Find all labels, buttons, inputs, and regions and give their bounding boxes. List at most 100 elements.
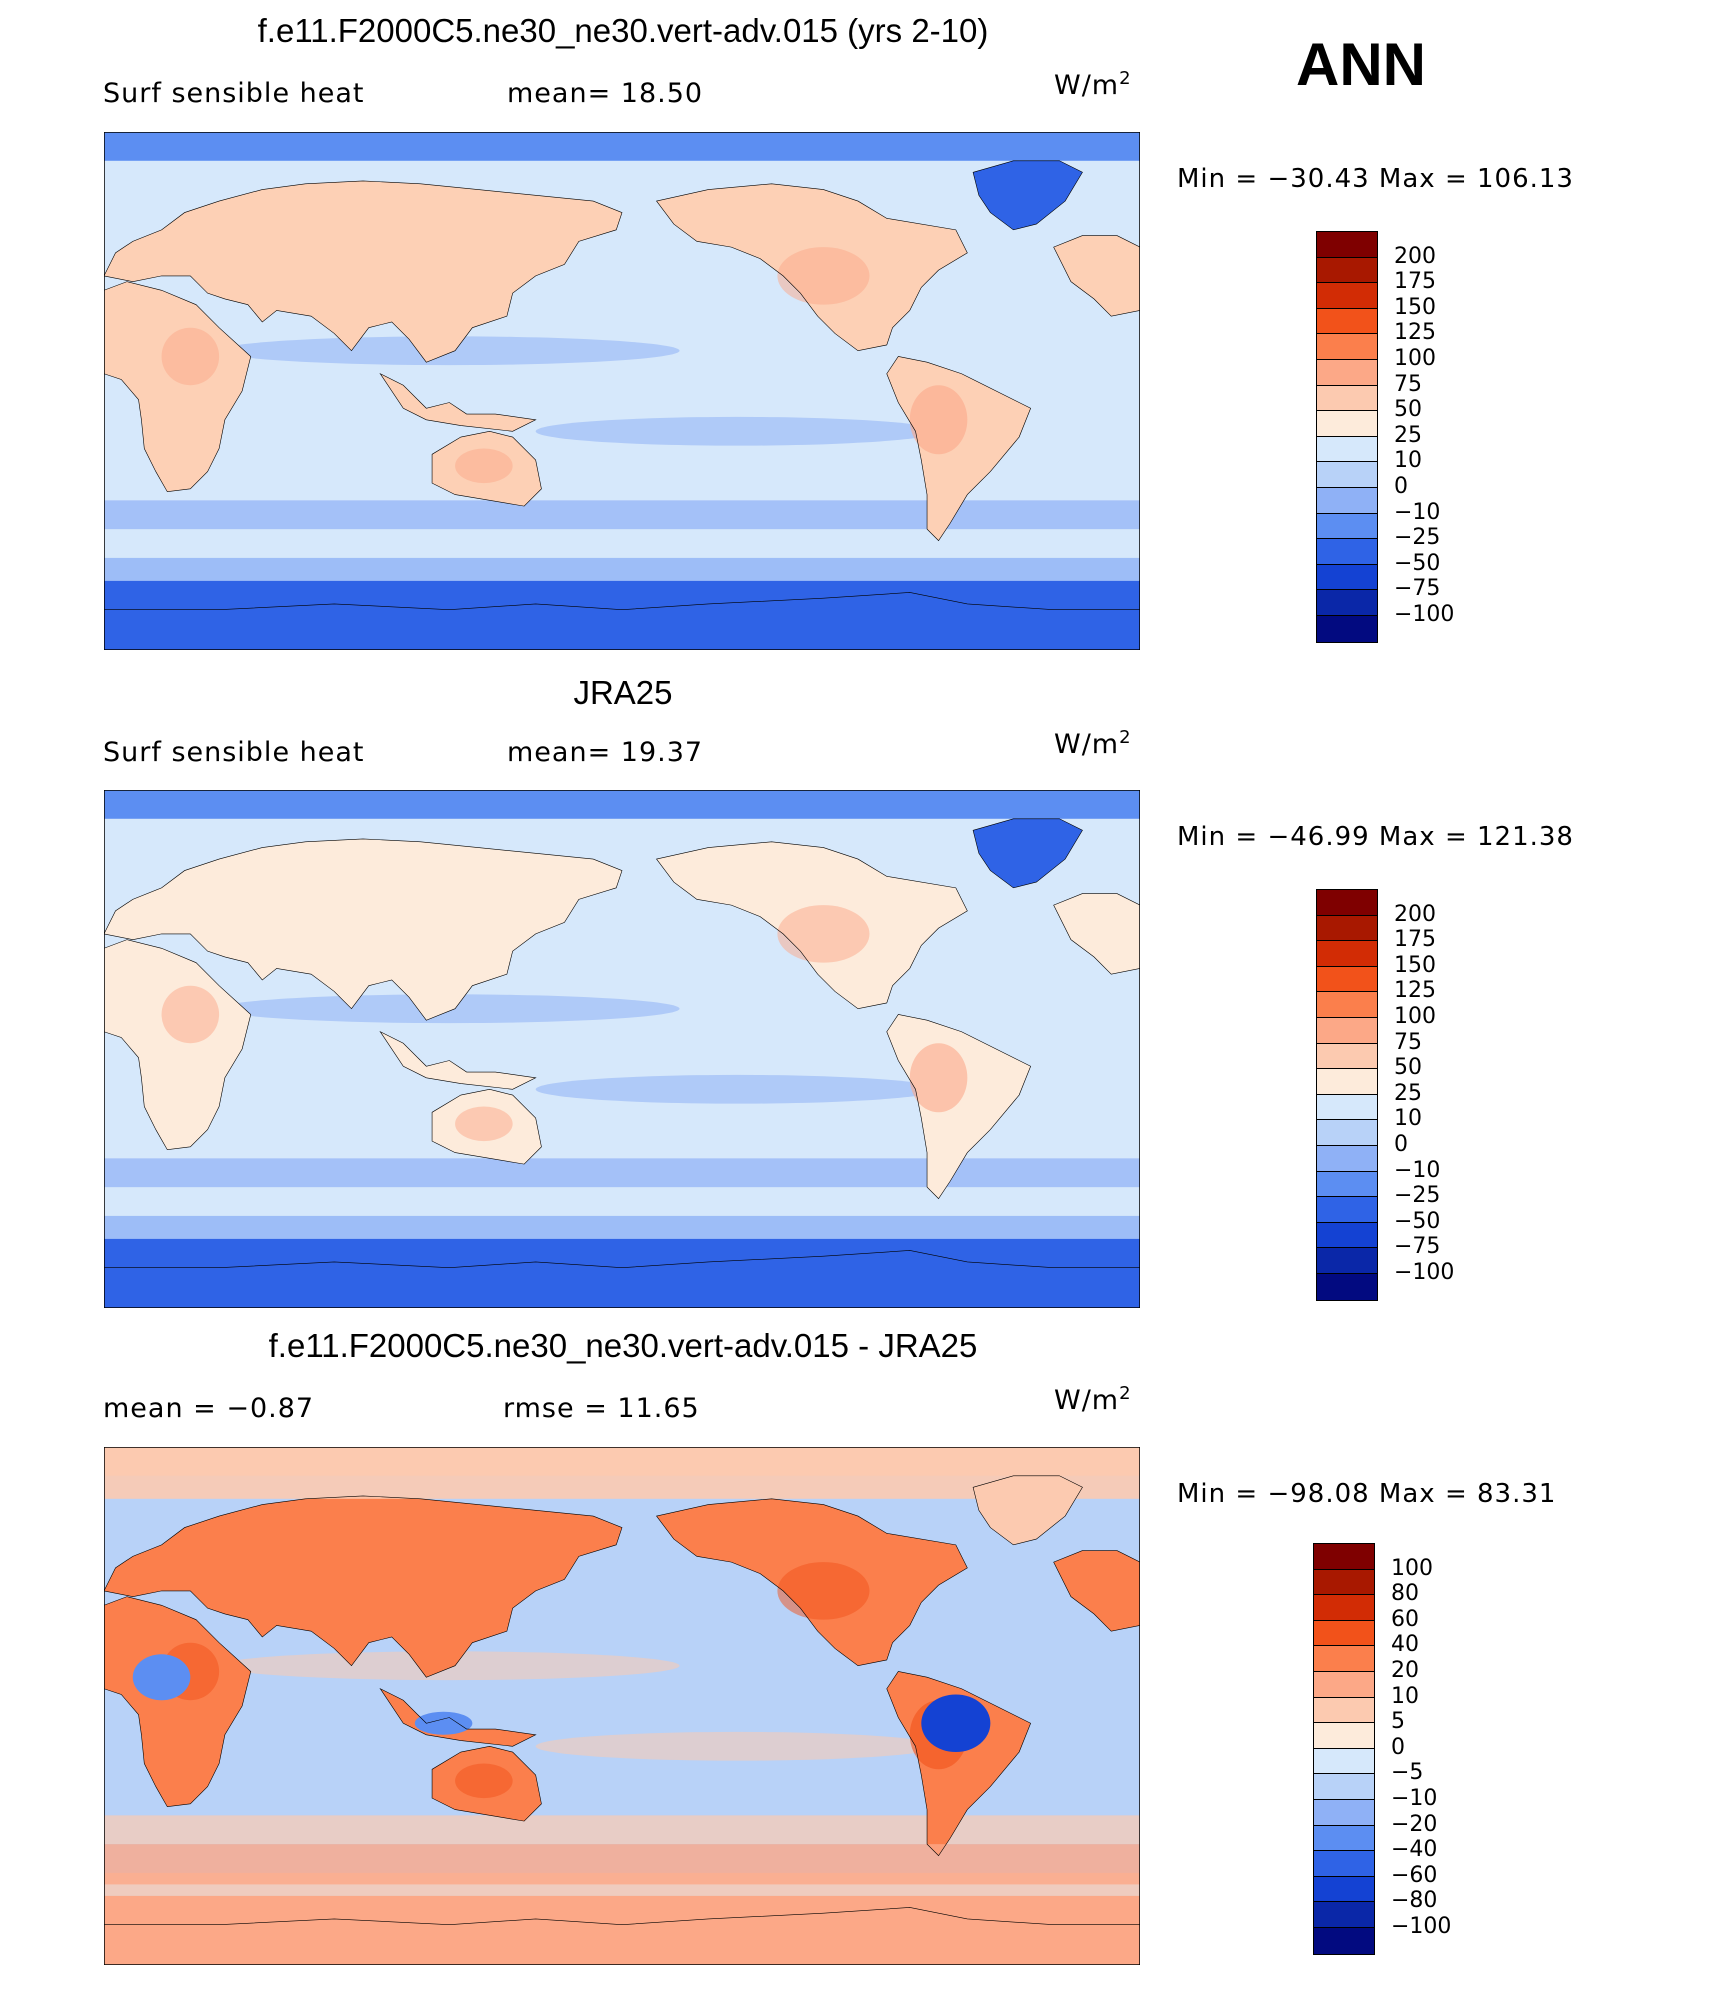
units-superscript: 2 — [1119, 68, 1132, 89]
colorbar-tick-label: 0 — [1394, 474, 1408, 499]
colorbar-swatch — [1314, 1876, 1374, 1903]
season-label: ANN — [1296, 31, 1426, 98]
colorbar-swatch — [1317, 1145, 1377, 1172]
colorbar-tick-label: 150 — [1394, 294, 1436, 320]
colorbar-swatch — [1317, 1222, 1377, 1249]
colorbar-tick-label: 150 — [1394, 952, 1436, 978]
stat-label-1: mean= 18.50 — [507, 78, 704, 109]
colorbar-tick-label: −75 — [1394, 576, 1441, 602]
colorbar-tick-label: 60 — [1391, 1606, 1419, 1632]
panel-title-3: f.e11.F2000C5.ne30_ne30.vert-adv.015 - J… — [268, 1327, 978, 1364]
min-max-label-1: Min = −30.43 Max = 106.13 — [1177, 164, 1574, 194]
units-text: W/m — [1054, 1385, 1120, 1416]
colorbar-swatch — [1317, 1248, 1377, 1274]
colorbar-swatch — [1314, 1620, 1374, 1647]
colorbar-swatch — [1317, 590, 1377, 616]
units-superscript: 2 — [1119, 1383, 1132, 1404]
colorbar-swatch — [1314, 1927, 1374, 1954]
colorbar-swatch — [1317, 1017, 1377, 1044]
colorbar-tick-label: 10 — [1394, 1106, 1422, 1132]
colorbar-swatch — [1317, 1273, 1377, 1300]
colorbar-tick-label: −75 — [1394, 1234, 1441, 1260]
colorbar-tick-label: 100 — [1394, 346, 1436, 371]
colorbar-swatch — [1317, 1120, 1377, 1146]
colorbar-tick-label: −50 — [1394, 1208, 1441, 1234]
colorbar-swatch — [1317, 615, 1377, 642]
contour-map-1 — [104, 132, 1140, 650]
colorbar-swatch — [1317, 385, 1377, 412]
colorbar-tick-label: 125 — [1394, 978, 1436, 1004]
colorbar-tick-label: 5 — [1391, 1709, 1405, 1735]
units-label-1: W/m2 — [1054, 68, 1132, 101]
colorbar-tick-label: 50 — [1394, 397, 1422, 423]
colorbar-tick-label: 25 — [1394, 1080, 1422, 1106]
colorbar-tick-label: −100 — [1394, 1260, 1455, 1285]
colorbar-swatch — [1314, 1825, 1374, 1852]
map-panel-2 — [104, 790, 1140, 1308]
min-max-label-3: Min = −98.08 Max = 83.31 — [1177, 1479, 1557, 1509]
colorbar-tick-label: 0 — [1391, 1734, 1405, 1760]
colorbar-swatch — [1314, 1671, 1374, 1698]
panel-title-1: f.e11.F2000C5.ne30_ne30.vert-adv.015 (yr… — [257, 12, 989, 49]
units-text: W/m — [1054, 70, 1120, 101]
colorbar-swatch — [1317, 890, 1377, 916]
colorbar-tick-label: 20 — [1391, 1658, 1419, 1683]
colorbar-swatch — [1317, 308, 1377, 335]
colorbar-tick-label: 80 — [1391, 1581, 1419, 1607]
left-label-1: Surf sensible heat — [103, 78, 365, 109]
colorbar-swatch — [1314, 1697, 1374, 1724]
colorbar-tick-label: 40 — [1391, 1632, 1419, 1658]
colorbar-swatch — [1317, 1094, 1377, 1121]
colorbar-tick-label: 100 — [1394, 1004, 1436, 1029]
colorbar-tick-label: −100 — [1391, 1914, 1452, 1939]
colorbar-tick-label: 10 — [1394, 448, 1422, 474]
colorbar-swatch — [1314, 1723, 1374, 1749]
colorbar-tick-label: −5 — [1391, 1760, 1424, 1786]
colorbar-swatch — [1317, 257, 1377, 284]
stat-label-2: mean= 19.37 — [507, 737, 704, 768]
colorbar-swatch — [1317, 1043, 1377, 1070]
colorbar-swatch — [1314, 1646, 1374, 1672]
colorbar-tick-label: −40 — [1391, 1837, 1438, 1863]
left-label-2: Surf sensible heat — [103, 737, 365, 768]
colorbar-tick-label: 200 — [1394, 901, 1436, 927]
colorbar-tick-label: −10 — [1391, 1786, 1438, 1811]
colorbar-swatch — [1314, 1569, 1374, 1596]
units-text: W/m — [1054, 729, 1120, 760]
units-label-2: W/m2 — [1054, 727, 1132, 760]
colorbar-tick-label: 100 — [1391, 1555, 1433, 1581]
colorbar-swatch — [1317, 1069, 1377, 1095]
colorbar-swatch — [1317, 462, 1377, 488]
colorbar-swatch — [1317, 487, 1377, 514]
colorbar-swatch — [1317, 359, 1377, 386]
colorbar-swatch — [1317, 539, 1377, 565]
colorbar-tick-label: −10 — [1394, 499, 1441, 525]
colorbar-tick-label: −20 — [1391, 1811, 1438, 1837]
colorbar-swatch — [1317, 411, 1377, 437]
panel-title-2: JRA25 — [573, 674, 673, 711]
colorbar-tick-label: 10 — [1391, 1683, 1419, 1709]
colorbar-swatch — [1317, 513, 1377, 540]
colorbar-tick-label: −60 — [1391, 1862, 1438, 1888]
colorbar-swatch — [1317, 334, 1377, 360]
colorbar-tick-label: 50 — [1394, 1055, 1422, 1081]
colorbar-swatches — [1316, 231, 1378, 643]
colorbar-tick-label: −10 — [1394, 1157, 1441, 1183]
contour-map-2 — [104, 790, 1140, 1308]
colorbar-tick-label: 175 — [1394, 927, 1436, 953]
min-max-label-2: Min = −46.99 Max = 121.38 — [1177, 822, 1574, 852]
map-panel-1 — [104, 132, 1140, 650]
map-panel-3 — [104, 1447, 1140, 1965]
colorbar-swatches — [1313, 1543, 1375, 1955]
colorbar-tick-label: −25 — [1394, 1183, 1441, 1209]
colorbar-swatch — [1314, 1544, 1374, 1570]
left-label-3: mean = −0.87 — [103, 1393, 315, 1424]
colorbar-tick-label: 200 — [1394, 243, 1436, 269]
colorbar-tick-label: 175 — [1394, 269, 1436, 295]
colorbar-swatch — [1314, 1902, 1374, 1928]
contour-map-3 — [104, 1447, 1140, 1965]
stat-label-3: rmse = 11.65 — [503, 1393, 700, 1424]
colorbar-tick-label: −80 — [1391, 1888, 1438, 1914]
colorbar-swatch — [1314, 1774, 1374, 1800]
